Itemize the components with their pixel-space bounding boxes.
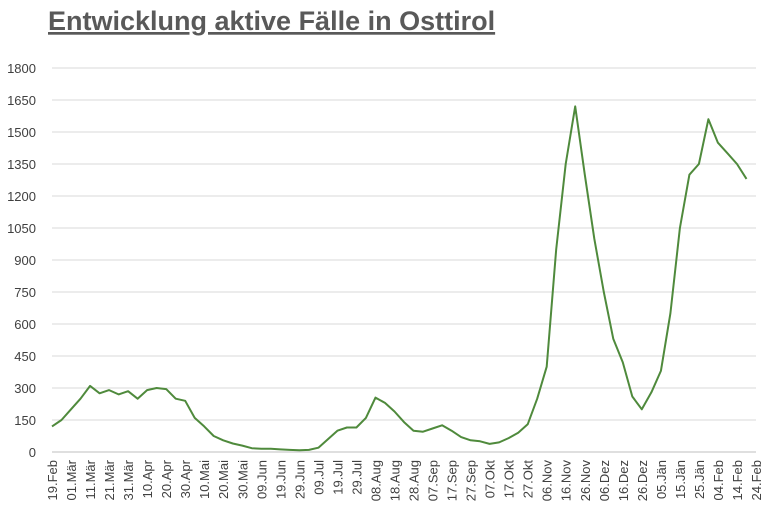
x-tick-label: 19.Jun — [273, 460, 288, 499]
y-tick-label: 1650 — [7, 93, 36, 108]
y-tick-label: 300 — [14, 381, 36, 396]
y-tick-label: 600 — [14, 317, 36, 332]
y-tick-label: 900 — [14, 253, 36, 268]
x-tick-label: 16.Nov — [559, 460, 574, 502]
x-tick-label: 27.Okt — [521, 460, 536, 499]
chart-title: Entwicklung aktive Fälle in Osttirol — [48, 6, 495, 36]
y-tick-label: 450 — [14, 349, 36, 364]
x-tick-label: 17.Okt — [502, 460, 517, 499]
y-tick-label: 1350 — [7, 157, 36, 172]
x-tick-label: 05.Jän — [654, 460, 669, 499]
x-tick-label: 21.Mär — [102, 459, 117, 500]
x-tick-label: 17.Sep — [445, 460, 460, 501]
x-tick-label: 30.Apr — [178, 459, 193, 498]
x-tick-label: 10.Apr — [140, 459, 155, 498]
y-tick-label: 750 — [14, 285, 36, 300]
x-tick-label: 07.Okt — [483, 460, 498, 499]
x-tick-label: 18.Aug — [387, 460, 402, 501]
x-tick-label: 04.Feb — [711, 460, 726, 500]
x-tick-label: 26.Dez — [635, 460, 650, 501]
x-tick-label: 26.Nov — [578, 460, 593, 502]
x-tick-label: 25.Jän — [692, 460, 707, 499]
x-tick-label: 29.Jul — [349, 460, 364, 495]
x-tick-label: 09.Jun — [254, 460, 269, 499]
x-tick-label: 19.Jul — [330, 460, 345, 495]
x-tick-label: 14.Feb — [730, 460, 745, 500]
x-tick-label: 08.Aug — [368, 460, 383, 501]
y-tick-label: 1050 — [7, 221, 36, 236]
y-tick-label: 0 — [29, 445, 36, 460]
x-tick-label: 20.Apr — [159, 459, 174, 498]
x-tick-label: 16.Dez — [616, 460, 631, 501]
x-tick-label: 30.Mai — [235, 460, 250, 499]
y-tick-label: 1200 — [7, 189, 36, 204]
x-tick-label: 07.Sep — [426, 460, 441, 501]
data-line — [51, 105, 748, 452]
x-tick-label: 06.Dez — [597, 460, 612, 501]
y-tick-label: 150 — [14, 413, 36, 428]
x-tick-label: 28.Aug — [407, 460, 422, 501]
y-tick-label: 1500 — [7, 125, 36, 140]
x-tick-label: 06.Nov — [540, 460, 555, 502]
x-tick-label: 15.Jän — [673, 460, 688, 499]
x-tick-label: 09.Jul — [311, 460, 326, 495]
x-tick-label: 27.Sep — [464, 460, 479, 501]
x-tick-label: 01.Mär — [64, 459, 79, 500]
x-tick-label: 29.Jun — [292, 460, 307, 499]
x-tick-label: 11.Mär — [83, 459, 98, 499]
x-tick-label: 20.Mai — [216, 460, 231, 499]
x-tick-label: 24.Feb — [749, 460, 764, 500]
x-tick-label: 31.Mär — [121, 459, 136, 500]
x-tick-label: 19.Feb — [45, 460, 60, 500]
y-tick-label: 1800 — [7, 61, 36, 76]
x-tick-label: 10.Mai — [197, 460, 212, 499]
